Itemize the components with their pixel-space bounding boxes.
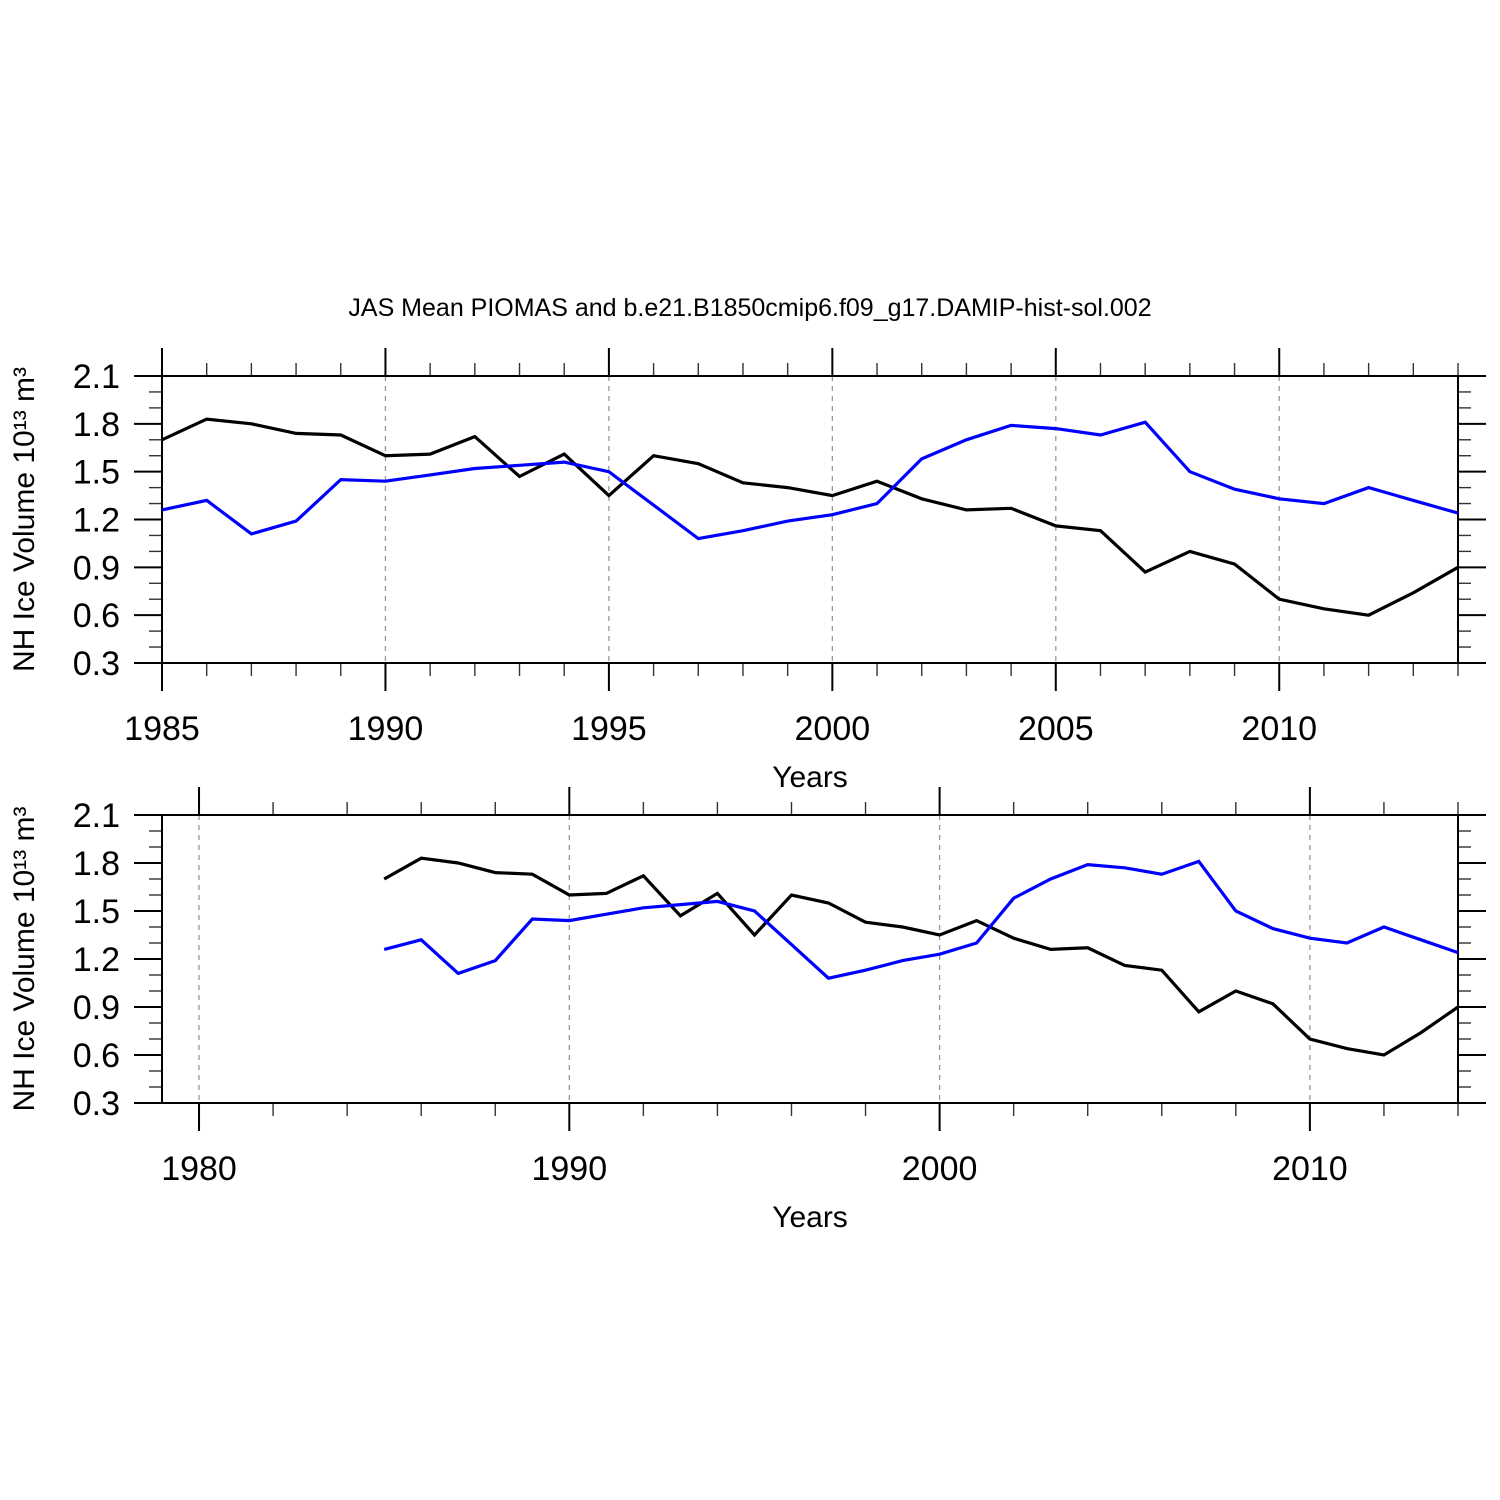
y-tick-label-0.3: 0.3 xyxy=(73,1085,120,1123)
y-tick-label-0.9: 0.9 xyxy=(73,989,120,1027)
top-plot: 1985 1990 1995 2000 2005 2010 0.3 0.6 0.9 1.2 1.5 1… xyxy=(8,348,1486,794)
y-tick-label-1.2: 1.2 xyxy=(73,941,120,979)
series-line-piomas xyxy=(383,856,1459,1057)
x-tick-label-2000: 2000 xyxy=(902,1150,978,1188)
chart-title: JAS Mean PIOMAS and b.e21.B1850cmip6.f09… xyxy=(348,294,1151,322)
y-tick-label-0.6: 0.6 xyxy=(73,1037,120,1075)
x-tick-label-1980: 1980 xyxy=(161,1150,237,1188)
x-tick-label-1985: 1985 xyxy=(124,710,200,748)
x-axis-title: Years xyxy=(772,761,848,794)
y-tick-label-1.2: 1.2 xyxy=(73,502,120,540)
x-tick-label-1995: 1995 xyxy=(571,710,647,748)
y-tick-label-1.5: 1.5 xyxy=(73,893,120,931)
y-axis-title: NH Ice Volume 10¹³ m³ xyxy=(8,367,41,672)
y-tick-label-0.9: 0.9 xyxy=(73,549,120,587)
series-line-b-e21-b1850cmip6-f09-g17-damip-hist-sol- xyxy=(161,420,1459,541)
y-tick-label-1.8: 1.8 xyxy=(73,406,120,444)
x-axis-title: Years xyxy=(772,1201,848,1234)
bottom-plot: 1980 1990 2000 2010 0.3 0.6 0.9 1.2 1.5 1.8 2.1 Yea… xyxy=(8,787,1486,1234)
x-tick-label-2005: 2005 xyxy=(1018,710,1094,748)
plot-frame xyxy=(161,814,1459,1104)
y-tick-label-0.6: 0.6 xyxy=(73,597,120,635)
x-tick-label-2010: 2010 xyxy=(1272,1150,1348,1188)
plot-frame xyxy=(161,375,1459,664)
x-tick-label-2000: 2000 xyxy=(795,710,871,748)
x-tick-label-1990: 1990 xyxy=(531,1150,607,1188)
y-tick-label-2.1: 2.1 xyxy=(73,797,120,835)
series-line-piomas xyxy=(161,417,1459,617)
x-tick-label-1990: 1990 xyxy=(348,710,424,748)
y-axis-title: NH Ice Volume 10¹³ m³ xyxy=(8,806,41,1111)
y-tick-label-0.3: 0.3 xyxy=(73,645,120,683)
y-tick-label-1.5: 1.5 xyxy=(73,454,120,492)
y-tick-label-2.1: 2.1 xyxy=(73,358,120,396)
x-tick-label-2010: 2010 xyxy=(1241,710,1317,748)
series-line-b-e21-b1850cmip6-f09-g17-damip-hist-sol- xyxy=(383,859,1459,980)
y-tick-label-1.8: 1.8 xyxy=(73,845,120,883)
